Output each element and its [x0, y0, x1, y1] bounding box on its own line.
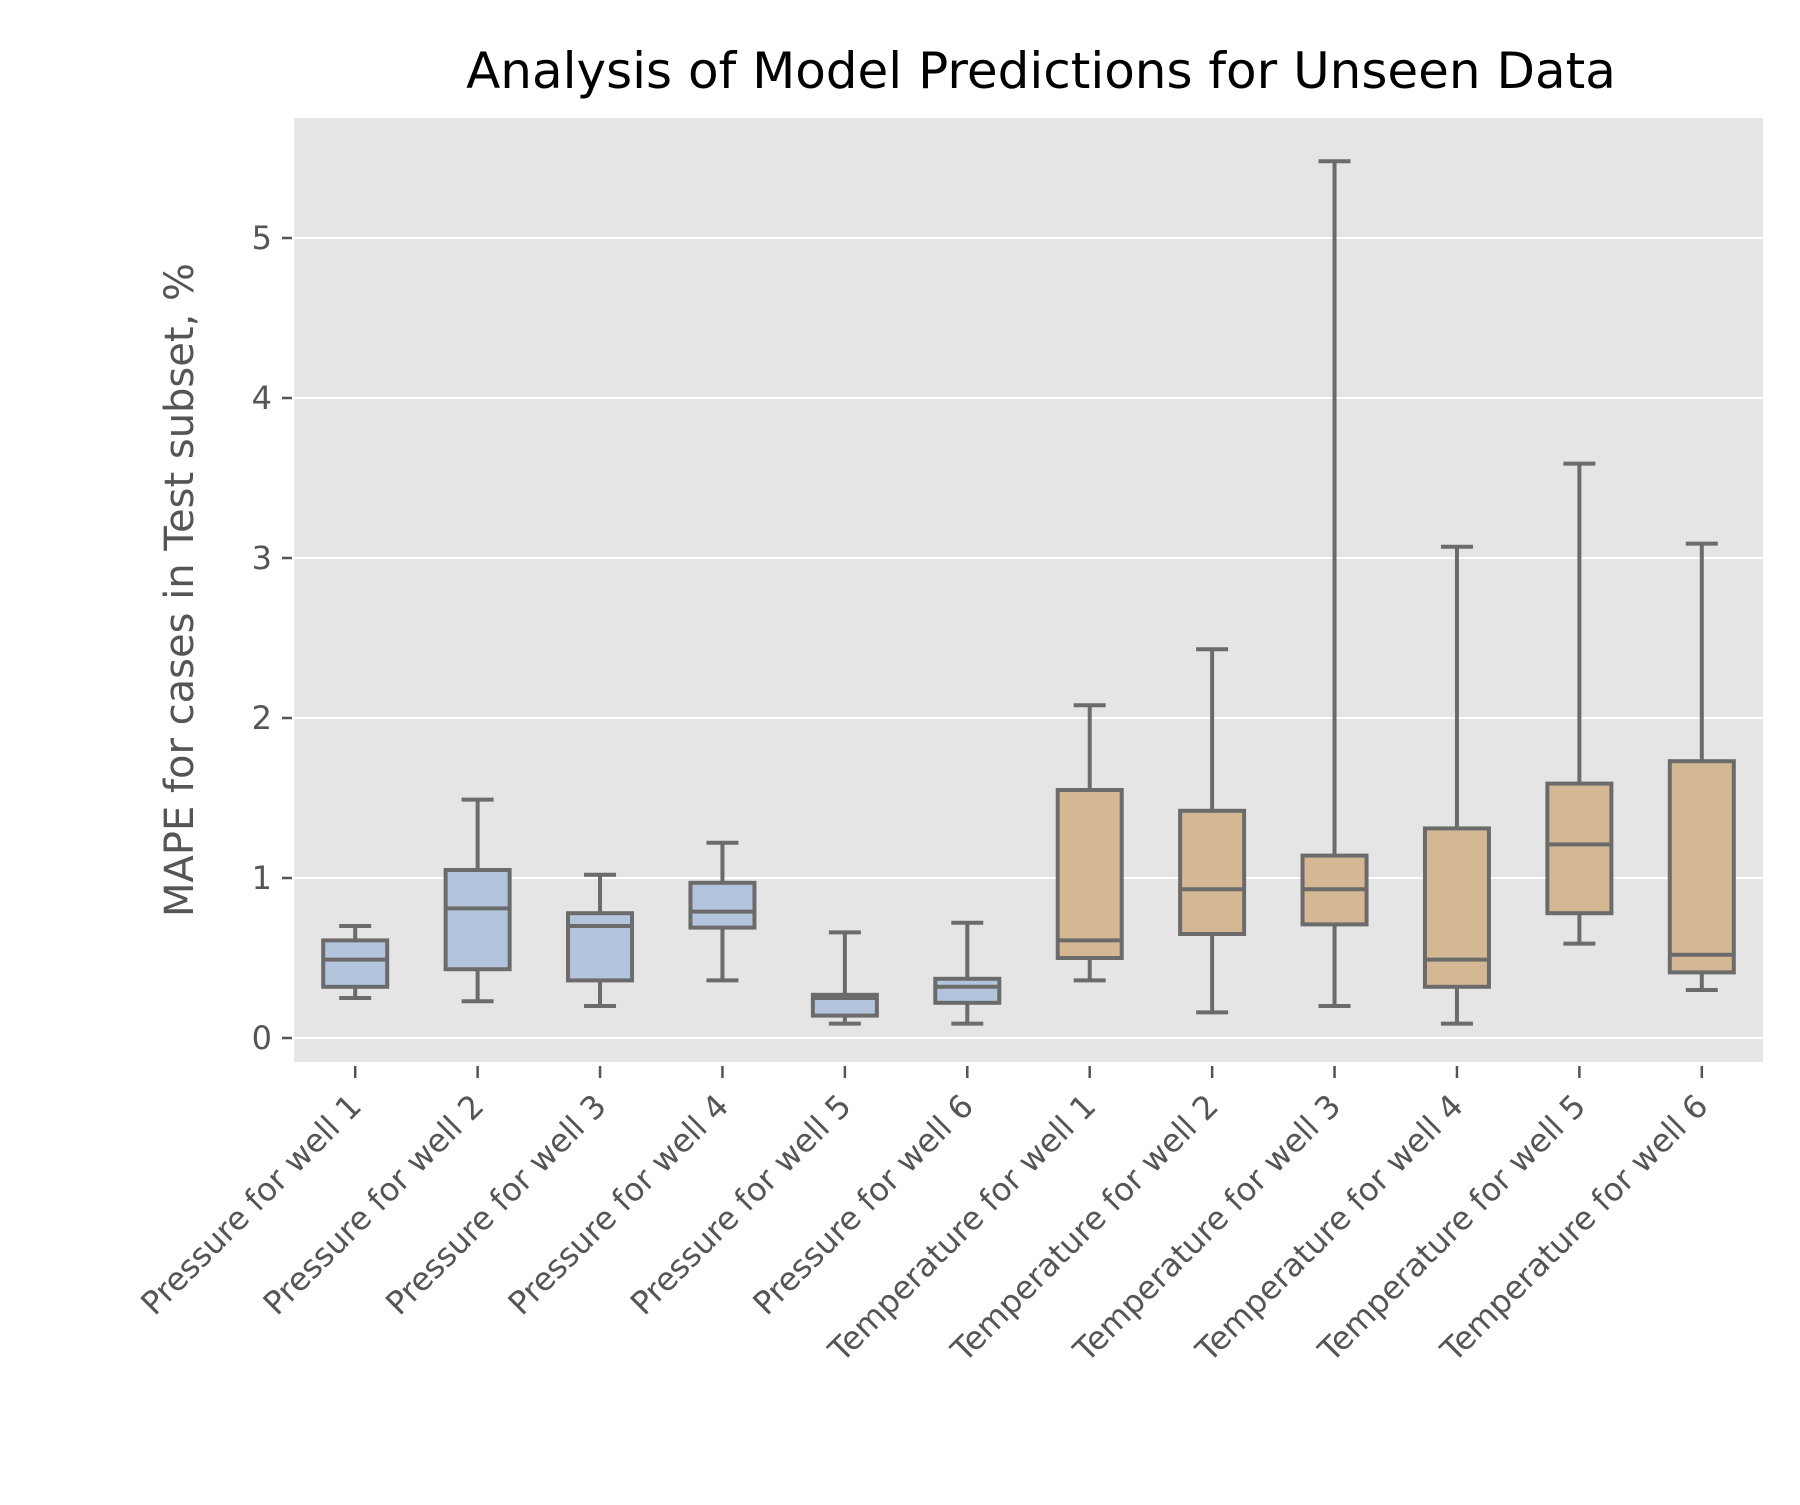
y-tick-label: 0	[252, 1019, 272, 1057]
x-tick-label: Pressure for well 2	[256, 1087, 492, 1323]
box-9	[1300, 159, 1369, 1008]
y-axis-ticks: 0 1 2 3 4 5	[252, 219, 292, 1057]
x-tick-label: Pressure for well 6	[745, 1087, 981, 1323]
box-4	[688, 840, 757, 983]
y-tick-label: 3	[252, 539, 272, 577]
box-5	[810, 930, 879, 1026]
y-tick-label: 2	[252, 699, 272, 737]
chart-title: Analysis of Model Predictions for Unseen…	[466, 42, 1616, 100]
box-body	[321, 938, 390, 989]
box-10	[1422, 544, 1491, 1026]
box-11	[1545, 461, 1614, 946]
x-tick-label: Pressure for well 4	[501, 1087, 737, 1323]
box-series	[321, 159, 1736, 1026]
box-6	[933, 920, 1002, 1026]
box-body	[1667, 759, 1736, 975]
box-7	[1055, 703, 1124, 983]
box-body	[443, 868, 512, 972]
box-2	[443, 797, 512, 1004]
x-tick-label: Pressure for well 1	[133, 1087, 369, 1323]
box-body	[1178, 808, 1247, 936]
plot-area	[294, 118, 1763, 1062]
grid-lines	[294, 237, 1763, 1039]
x-tick-label: Pressure for well 3	[378, 1087, 614, 1323]
x-tick-label: Pressure for well 5	[623, 1087, 859, 1323]
box-body	[566, 911, 635, 983]
box-body	[688, 880, 757, 930]
plot-background	[294, 118, 1763, 1062]
box-body	[1545, 781, 1614, 916]
box-body	[1055, 788, 1124, 960]
box-8	[1178, 647, 1247, 1015]
box-body	[1422, 826, 1491, 989]
box-12	[1667, 541, 1736, 992]
y-tick-label: 5	[252, 219, 272, 257]
y-axis-label: MAPE for cases in Test subset, %	[157, 263, 203, 917]
box-1	[321, 924, 390, 1000]
y-tick-label: 4	[252, 379, 272, 417]
box-3	[566, 872, 635, 1008]
box-body	[933, 976, 1002, 1005]
y-tick-label: 1	[252, 859, 272, 897]
